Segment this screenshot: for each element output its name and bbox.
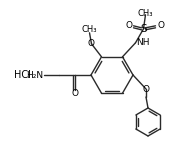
Text: HCl: HCl bbox=[14, 70, 30, 80]
Text: O: O bbox=[88, 39, 95, 48]
Text: NH: NH bbox=[136, 38, 150, 47]
Text: O: O bbox=[72, 89, 78, 97]
Text: CH₃: CH₃ bbox=[138, 9, 153, 18]
Text: S: S bbox=[140, 24, 147, 34]
Text: CH₃: CH₃ bbox=[82, 25, 97, 34]
Text: O: O bbox=[157, 21, 164, 30]
Text: H₂N: H₂N bbox=[26, 70, 43, 80]
Text: O: O bbox=[125, 21, 132, 30]
Text: O: O bbox=[143, 84, 149, 93]
